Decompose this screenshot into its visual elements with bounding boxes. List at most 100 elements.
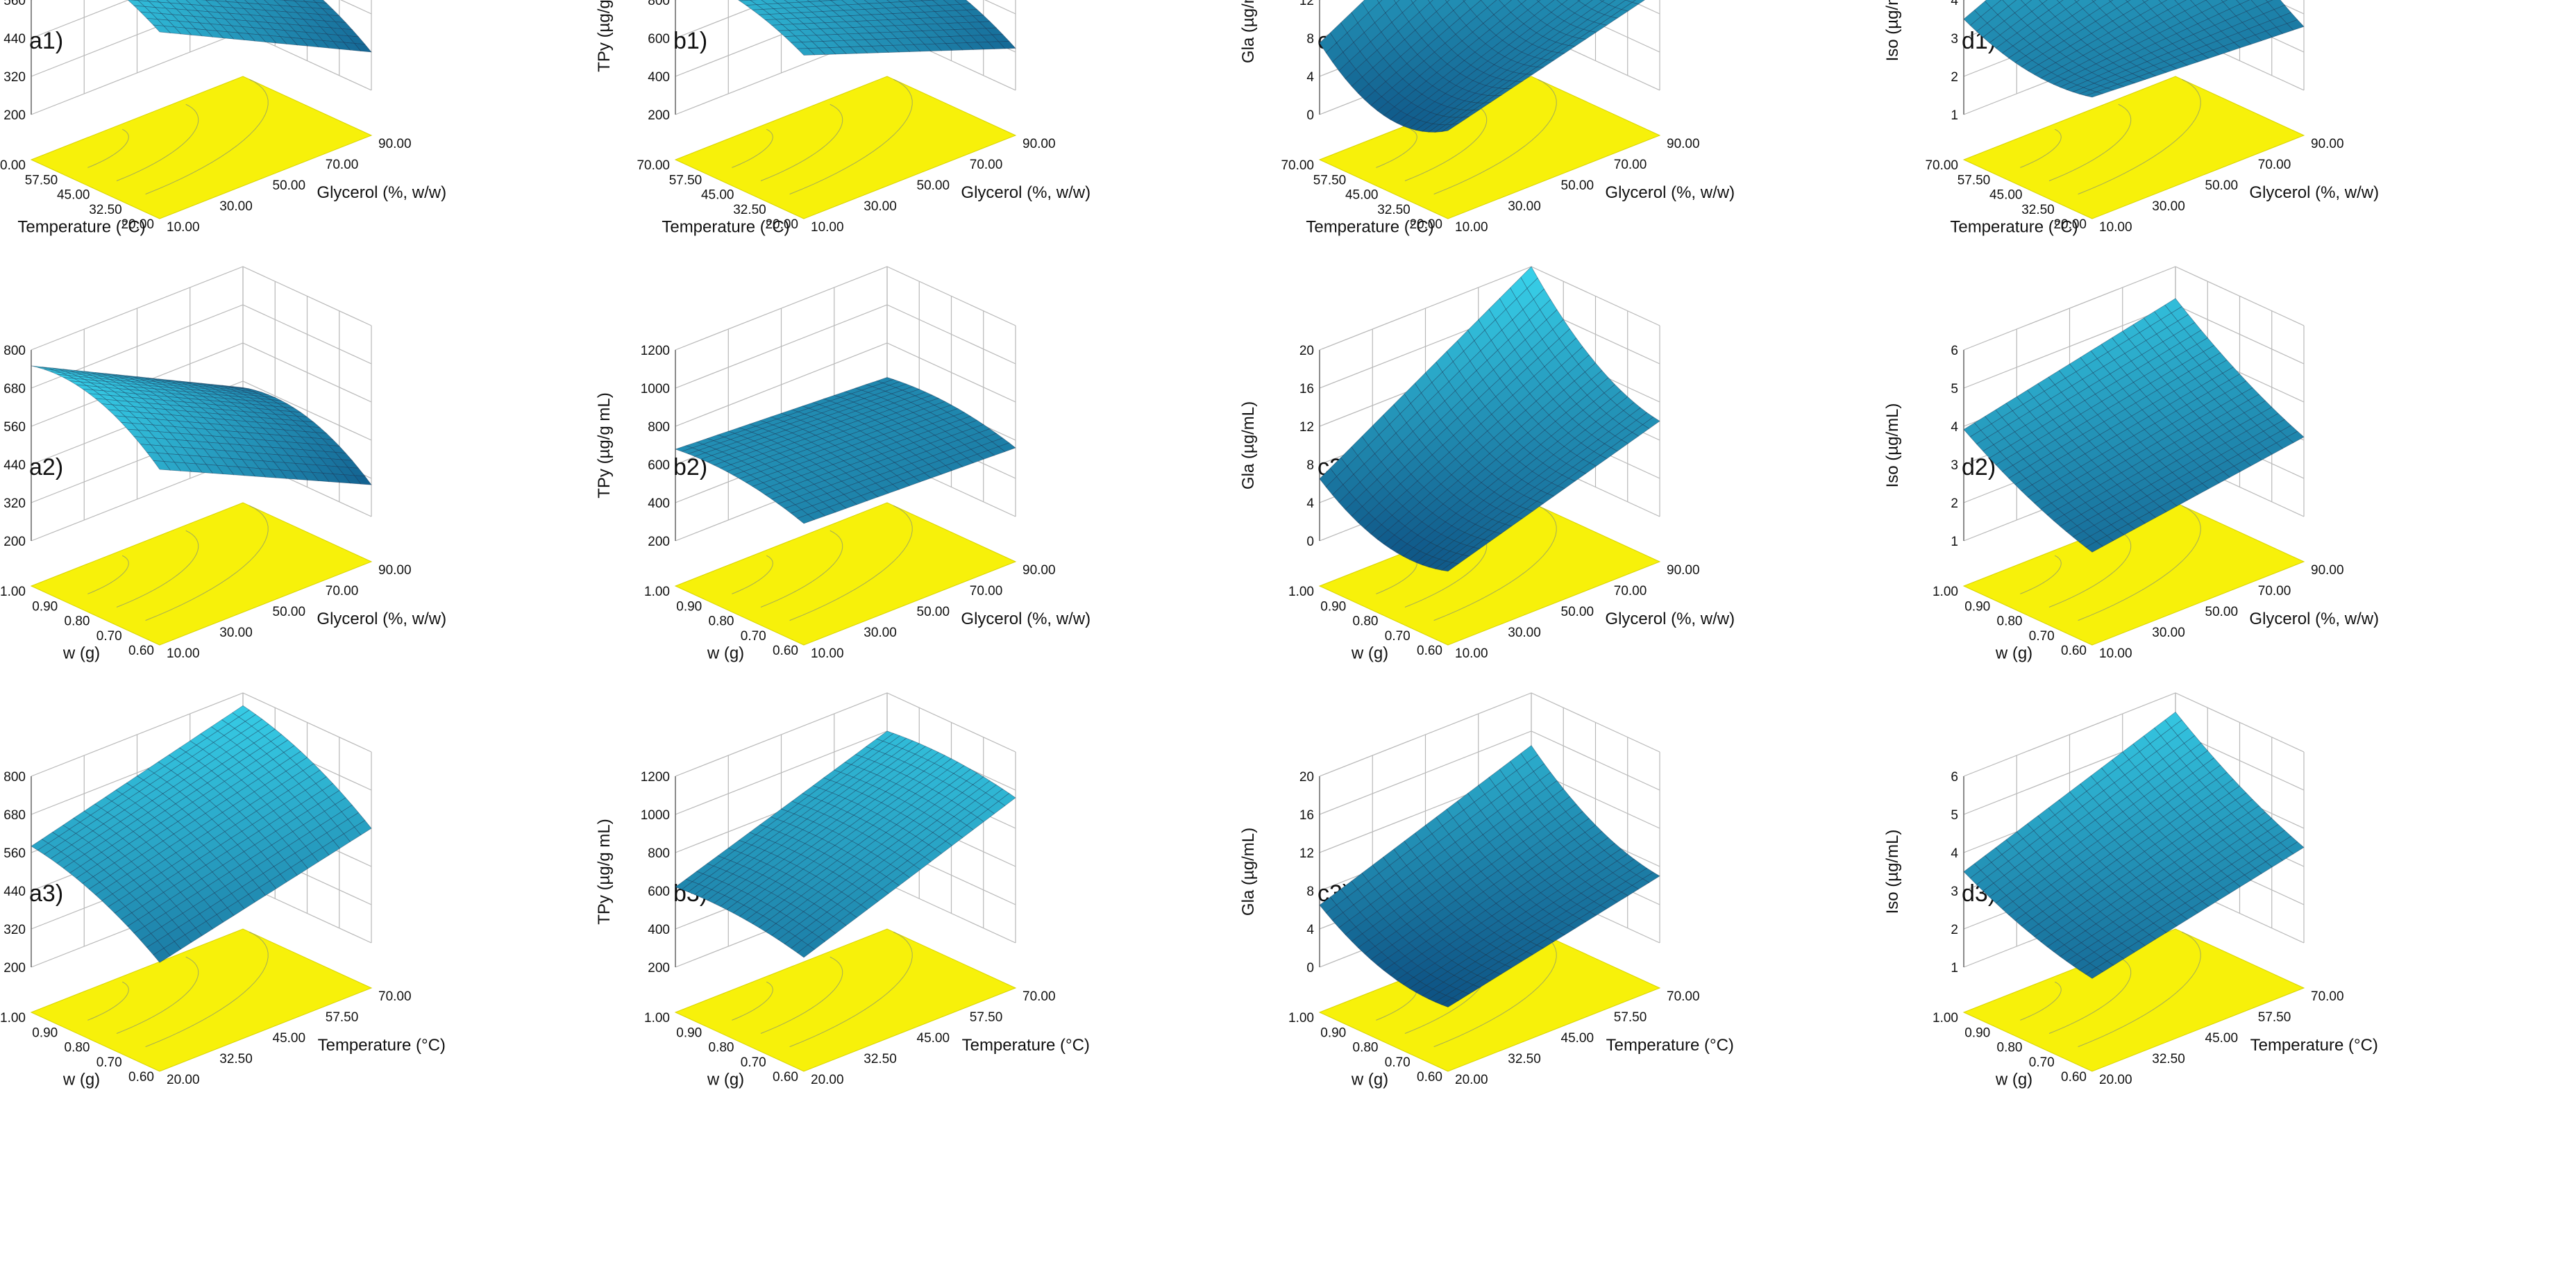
z-tick-label: 400: [648, 496, 670, 511]
x-tick-label: 1.00: [644, 1011, 670, 1025]
y-tick-label: 70.00: [326, 584, 359, 598]
z-tick-label: 8: [1306, 885, 1314, 899]
x-tick-label: 32.50: [89, 203, 122, 217]
y-tick-label: 70.00: [1667, 989, 1700, 1004]
y-axis-label: Glycerol (%, w/w): [961, 183, 1091, 202]
response-surface: [675, 378, 1016, 524]
panel-d1: 20.0032.5045.0057.5070.0010.0030.0050.00…: [1883, 0, 2379, 237]
z-tick-label: 4: [1951, 0, 1958, 8]
panel-b3: 0.600.700.800.901.0020.0032.5045.0057.50…: [595, 693, 1090, 1089]
x-axis-label: w (g): [62, 1071, 100, 1089]
z-tick-label: 400: [648, 70, 670, 85]
x-tick-label: 0.80: [1997, 614, 2023, 629]
x-tick-label: 0.90: [676, 1025, 702, 1040]
y-tick-label: 30.00: [219, 199, 253, 214]
y-tick-label: 10.00: [811, 220, 844, 235]
y-tick-label: 20.00: [811, 1073, 844, 1087]
panel-c3: 0.600.700.800.901.0020.0032.5045.0057.50…: [1239, 693, 1734, 1089]
x-tick-label: 0.80: [709, 1041, 734, 1055]
y-tick-label: 90.00: [378, 137, 412, 151]
y-tick-label: 45.00: [2205, 1031, 2239, 1046]
x-tick-label: 0.70: [2029, 1055, 2055, 1070]
x-tick-label: 0.90: [676, 599, 702, 614]
x-tick-label: 0.80: [1353, 614, 1379, 629]
x-tick-label: 1.00: [1933, 1011, 1958, 1025]
response-surface: [1964, 712, 2304, 979]
x-tick-label: 45.00: [1345, 188, 1379, 203]
panel-label: a3): [29, 880, 63, 907]
y-tick-label: 70.00: [970, 584, 1003, 598]
y-axis-label: Glycerol (%, w/w): [961, 610, 1091, 628]
x-axis-label: w (g): [707, 1071, 744, 1089]
y-tick-label: 70.00: [326, 158, 359, 172]
panel-a1: 20.0032.5045.0057.5070.0010.0030.0050.00…: [0, 0, 446, 237]
y-tick-label: 30.00: [864, 626, 897, 640]
x-tick-label: 45.00: [57, 188, 90, 203]
z-axis-label: TPy (µg/g mL): [595, 392, 614, 499]
z-tick-label: 3: [1951, 885, 1958, 899]
x-tick-label: 0.60: [2061, 644, 2087, 658]
x-tick-label: 0.80: [65, 614, 90, 629]
z-tick-label: 560: [3, 0, 26, 8]
z-tick-label: 560: [3, 846, 26, 861]
z-tick-label: 1: [1951, 961, 1958, 976]
x-tick-label: 57.50: [1313, 173, 1347, 187]
x-tick-label: 45.00: [1989, 188, 2023, 203]
z-tick-label: 2: [1951, 923, 1958, 937]
z-tick-label: 12: [1299, 420, 1314, 435]
wall-gridline-horizontal: [675, 267, 1016, 350]
panel-b1: 20.0032.5045.0057.5070.0010.0030.0050.00…: [595, 0, 1091, 237]
panel-b2: 0.600.700.800.901.0010.0030.0050.0070.00…: [595, 267, 1091, 663]
y-tick-label: 70.00: [2311, 989, 2344, 1004]
y-tick-label: 10.00: [1455, 646, 1488, 661]
z-tick-label: 4: [1306, 923, 1314, 937]
panel-d2: 0.600.700.800.901.0010.0030.0050.0070.00…: [1883, 267, 2379, 663]
x-axis-label: w (g): [1351, 644, 1388, 663]
x-tick-label: 32.50: [2021, 203, 2055, 217]
y-tick-label: 90.00: [1667, 563, 1700, 578]
y-axis-label: Glycerol (%, w/w): [317, 610, 446, 628]
y-tick-label: 50.00: [2205, 605, 2239, 619]
x-axis-label: Temperature (°C): [662, 218, 789, 237]
z-tick-label: 440: [3, 458, 26, 473]
y-axis-label: Glycerol (%, w/w): [317, 183, 446, 202]
z-tick-label: 400: [648, 923, 670, 937]
y-tick-label: 20.00: [167, 1073, 200, 1087]
y-tick-label: 50.00: [1561, 178, 1594, 193]
z-tick-label: 4: [1951, 420, 1958, 435]
y-tick-label: 70.00: [1614, 584, 1647, 598]
y-tick-label: 45.00: [917, 1031, 950, 1046]
wall-gridline-horizontal: [1320, 693, 1660, 776]
z-tick-label: 20: [1299, 770, 1314, 785]
z-axis-label: Iso (µg/mL): [1883, 0, 1902, 61]
y-axis-label: Temperature (°C): [2250, 1036, 2378, 1055]
panel-c1: 20.0032.5045.0057.5070.0010.0030.0050.00…: [1239, 0, 1735, 237]
z-tick-label: 16: [1299, 382, 1314, 396]
z-tick-label: 12: [1299, 0, 1314, 8]
x-tick-label: 0.90: [32, 599, 58, 614]
z-tick-label: 320: [3, 70, 26, 85]
x-axis-label: Temperature (°C): [1306, 218, 1433, 237]
y-tick-label: 70.00: [1614, 158, 1647, 172]
z-tick-label: 440: [3, 885, 26, 899]
y-axis-label: Glycerol (%, w/w): [1605, 183, 1735, 202]
wall-gridline-horizontal: [31, 267, 371, 350]
x-tick-label: 0.70: [96, 1055, 122, 1070]
x-axis-label: w (g): [1995, 644, 2032, 663]
x-tick-label: 32.50: [1377, 203, 1411, 217]
x-tick-label: 70.00: [0, 158, 26, 173]
y-tick-label: 10.00: [2099, 220, 2132, 235]
panel-label: a1): [29, 28, 63, 54]
response-surface: [31, 366, 371, 485]
x-tick-label: 1.00: [644, 585, 670, 599]
z-tick-label: 600: [648, 885, 670, 899]
x-tick-label: 57.50: [25, 173, 58, 187]
z-tick-label: 800: [648, 420, 670, 435]
response-surface: [1320, 267, 1660, 571]
x-tick-label: 45.00: [701, 188, 734, 203]
x-tick-label: 0.70: [1385, 629, 1411, 644]
y-tick-label: 70.00: [2258, 158, 2291, 172]
x-tick-label: 70.00: [637, 158, 670, 173]
y-tick-label: 32.50: [219, 1052, 253, 1066]
panel-a2: 0.600.700.800.901.0010.0030.0050.0070.00…: [0, 267, 446, 663]
